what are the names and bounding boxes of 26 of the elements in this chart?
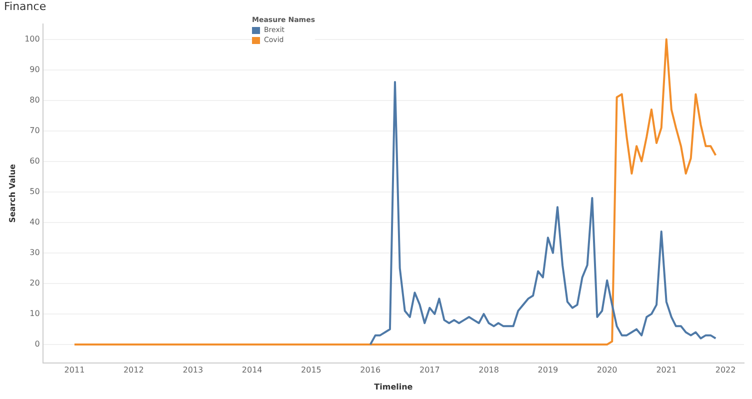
y-tick-label: 100 (24, 34, 40, 44)
x-tick-label: 2020 (596, 366, 618, 375)
chart-title: Finance (4, 0, 46, 13)
y-tick-label: 40 (30, 217, 40, 226)
x-tick-label: 2021 (656, 366, 677, 375)
y-axis-title: Search Value (8, 163, 17, 223)
x-tick-label: 2017 (419, 366, 440, 375)
y-tick-label: 0 (34, 340, 40, 349)
x-tick-label: 2018 (478, 366, 499, 375)
y-tick-label: 20 (30, 278, 40, 288)
y-tick-label: 90 (30, 64, 40, 74)
x-tick-label: 2015 (301, 366, 322, 375)
y-tick-label: 70 (30, 126, 40, 135)
x-axis-title: Timeline (374, 382, 414, 392)
x-tick-label: 2016 (360, 366, 381, 375)
y-tick-label: 60 (30, 156, 40, 166)
x-tick-label: 2011 (64, 366, 85, 375)
y-tick-label: 80 (30, 95, 40, 104)
y-tick-label: 30 (30, 248, 40, 257)
x-tick-label: 2014 (242, 366, 262, 375)
x-tick-label: 2019 (538, 366, 558, 375)
y-tick-label: 10 (30, 309, 40, 318)
x-tick-label: 2013 (182, 366, 204, 375)
x-tick-label: 2012 (123, 366, 144, 375)
y-tick-label: 50 (30, 186, 40, 196)
x-tick-label: 2022 (715, 366, 736, 375)
